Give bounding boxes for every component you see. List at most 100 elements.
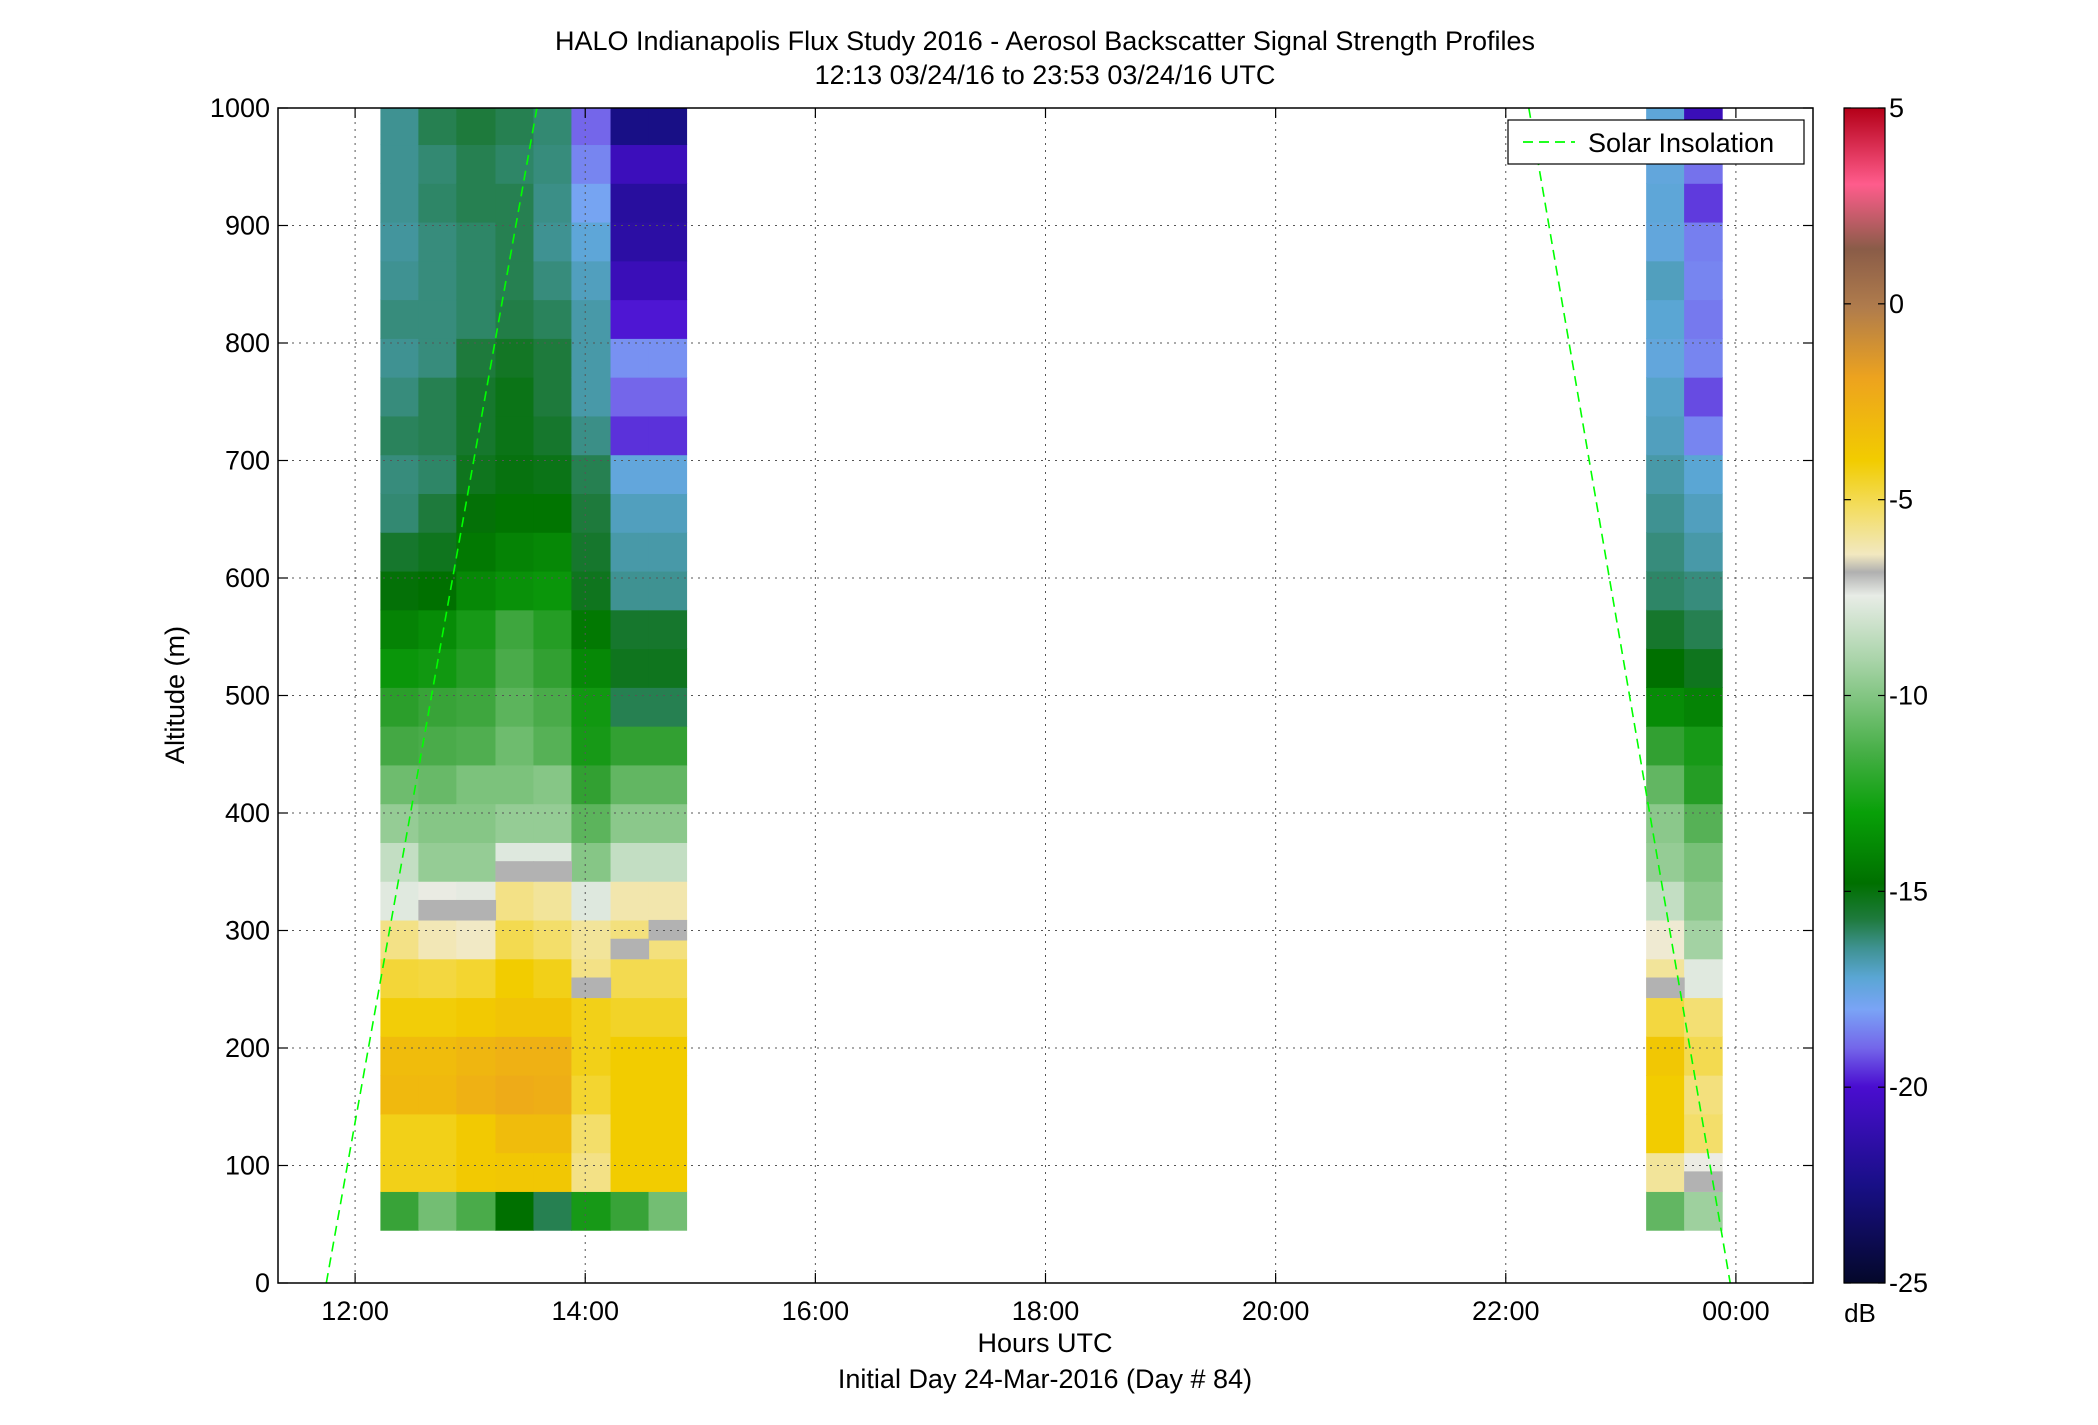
x-tick-label: 00:00 <box>1702 1296 1770 1326</box>
heatmap-cell <box>1684 842 1723 882</box>
heatmap-cell <box>648 1191 688 1231</box>
heatmap-cell <box>571 221 612 262</box>
heatmap-cell <box>1646 415 1685 456</box>
heatmap-cell <box>648 726 688 766</box>
heatmap-cell <box>571 454 612 494</box>
heatmap-cell <box>533 687 573 727</box>
heatmap-cell <box>456 648 497 688</box>
heatmap-cell <box>648 1113 688 1154</box>
heatmap-cell <box>495 415 535 456</box>
heatmap-cell <box>571 183 612 223</box>
heatmap-cell <box>418 454 457 494</box>
heatmap-cell <box>456 338 497 378</box>
heatmap-cell <box>610 803 650 843</box>
heatmap-cell <box>1684 726 1723 766</box>
heatmap-cell <box>380 726 419 766</box>
heatmap-cell <box>1646 183 1685 223</box>
heatmap-cell <box>1684 260 1723 301</box>
heatmap-cell <box>610 1075 650 1115</box>
heatmap-cell <box>1646 1113 1685 1154</box>
heatmap-cell <box>418 260 457 301</box>
heatmap-cell <box>571 764 612 805</box>
heatmap-cell <box>533 881 573 921</box>
heatmap-cell <box>380 493 419 533</box>
heatmap-cell <box>571 1152 612 1192</box>
heatmap-cell <box>456 609 497 650</box>
colorbar-tick-label: 0 <box>1889 289 1904 319</box>
heatmap-cell <box>648 338 688 378</box>
y-tick-label: 200 <box>225 1033 270 1063</box>
x-axis-ticks: 12:00 14:00 16:00 18:00 20:00 22:00 00:00 <box>321 108 1770 1326</box>
heatmap-cell <box>495 726 535 766</box>
heatmap-cell <box>610 221 650 262</box>
heatmap-cell <box>1646 609 1685 650</box>
heatmap-cell <box>456 108 497 146</box>
heatmap-cell <box>1684 1191 1723 1231</box>
heatmap-cell <box>418 570 457 611</box>
heatmap-cell <box>610 687 650 727</box>
heatmap-cell <box>571 1191 612 1231</box>
y-axis-label: Altitude (m) <box>160 626 190 764</box>
heatmap-cell <box>1646 299 1685 339</box>
heatmap-cell <box>610 532 650 572</box>
heatmap-cell <box>533 726 573 766</box>
heatmap-cell <box>648 609 688 650</box>
heatmap-cell <box>533 260 573 301</box>
heatmap-cell <box>533 1191 573 1231</box>
heatmap-cell <box>1646 260 1685 301</box>
heatmap-cell <box>418 493 457 533</box>
heatmap-cell <box>1646 687 1685 727</box>
heatmap-cell <box>571 570 612 611</box>
heatmap-cell <box>380 108 419 146</box>
heatmap-cell <box>1646 1036 1685 1076</box>
heatmap-cell <box>380 377 419 417</box>
heatmap-cell <box>380 881 419 921</box>
heatmap-cell <box>648 881 688 921</box>
heatmap-cell <box>610 570 650 611</box>
heatmap-cell <box>1684 1075 1723 1115</box>
heatmap-cell <box>418 1152 457 1192</box>
heatmap-cell <box>1646 726 1685 766</box>
heatmap-cell <box>418 726 457 766</box>
y-tick-label: 500 <box>225 681 270 711</box>
heatmap-cell <box>418 532 457 572</box>
heatmap-cell <box>648 570 688 611</box>
heatmap-cell <box>571 881 612 921</box>
solar-insolation-line <box>1528 107 1731 1284</box>
heatmap-cell <box>571 997 612 1037</box>
heatmap-cell <box>610 108 650 146</box>
missing-data-cell <box>610 938 650 960</box>
heatmap-cell <box>495 183 535 223</box>
heatmap-cell <box>380 338 419 378</box>
heatmap-cell <box>1646 919 1685 960</box>
heatmap-cell <box>380 570 419 611</box>
heatmap-cell <box>418 1036 457 1076</box>
heatmap-cell <box>533 997 573 1037</box>
heatmap-cell <box>610 881 650 921</box>
heatmap-cell <box>418 1113 457 1154</box>
heatmap-cell <box>1646 532 1685 572</box>
heatmap-cell <box>495 997 535 1037</box>
heatmap-cell <box>380 183 419 223</box>
heatmap-cell <box>495 919 535 960</box>
heatmap-cell <box>495 958 535 999</box>
heatmap-cell <box>648 299 688 339</box>
heatmap-cell <box>456 764 497 805</box>
heatmap-cell <box>495 338 535 378</box>
heatmap-cell <box>610 183 650 223</box>
y-axis-ticks: 0 100 200 300 400 500 600 700 800 900 1000 <box>210 93 1813 1298</box>
heatmap-cell <box>1684 648 1723 688</box>
heatmap-cell <box>571 377 612 417</box>
x-tick-label: 20:00 <box>1242 1296 1310 1326</box>
heatmap-cell <box>1646 570 1685 611</box>
heatmap-cell <box>533 144 573 184</box>
heatmap-cell <box>456 1152 497 1192</box>
heatmap-cell <box>648 221 688 262</box>
x-tick-label: 16:00 <box>782 1296 850 1326</box>
heatmap-cell <box>648 958 688 999</box>
heatmap-cell <box>533 803 573 843</box>
heatmap-cell <box>533 493 573 533</box>
heatmap-cell <box>533 958 573 999</box>
x-tick-label: 12:00 <box>321 1296 389 1326</box>
heatmap-cell <box>418 415 457 456</box>
